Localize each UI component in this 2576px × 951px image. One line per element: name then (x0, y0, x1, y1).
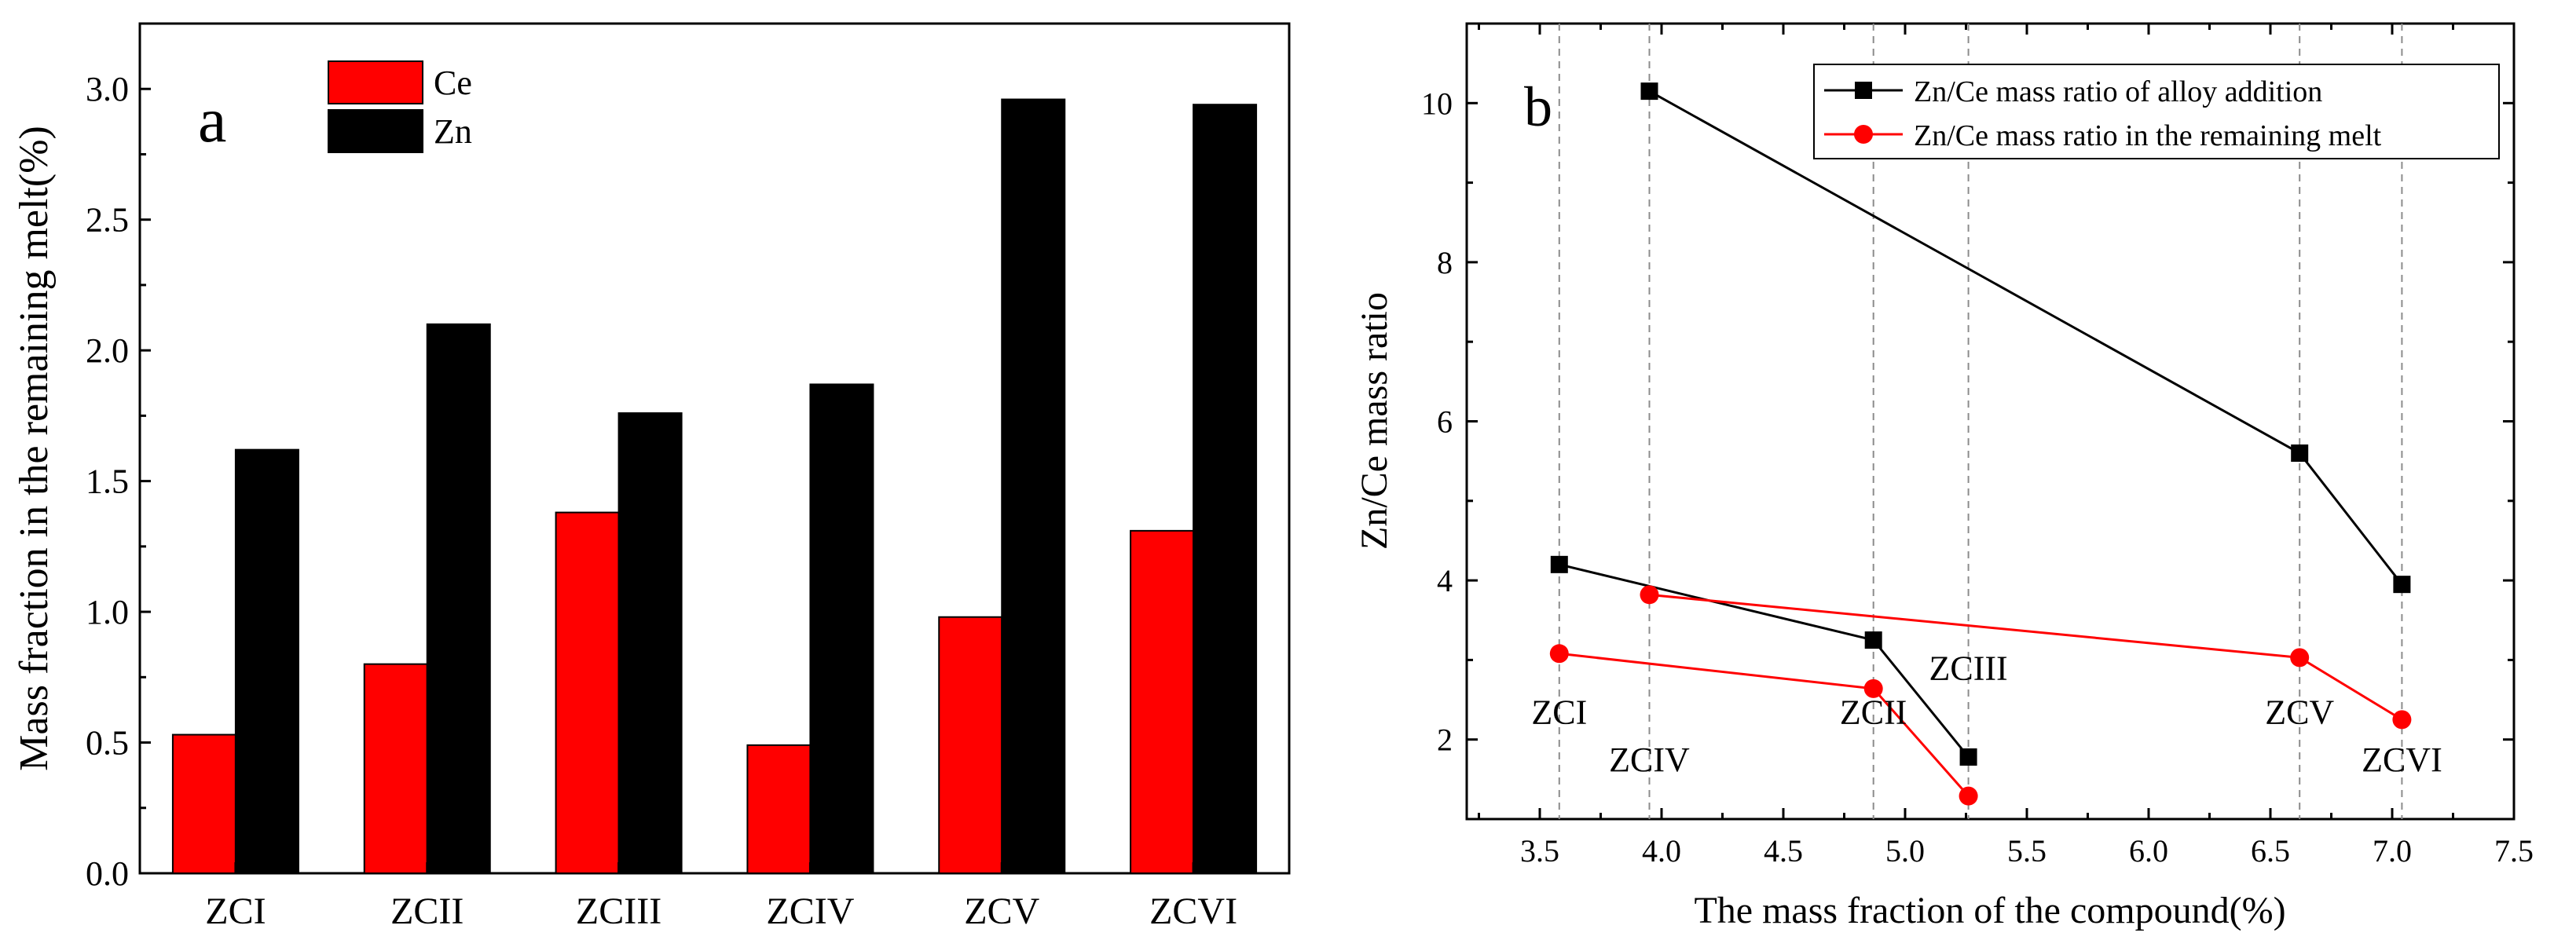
point-label-zcvi: ZCVI (2362, 741, 2442, 779)
x-tick-label-zcii: ZCII (390, 891, 464, 932)
x-tick-label: 4.5 (1764, 833, 1803, 869)
legend-label-ce: Ce (434, 64, 472, 102)
point-label-zciv: ZCIV (1609, 741, 1690, 779)
data-point-square (1550, 555, 1568, 573)
x-tick-label: 6.5 (2251, 833, 2290, 869)
bar-ce-zciv (746, 744, 812, 874)
data-point-circle (2392, 710, 2412, 730)
panel-b-y-axis-label: Zn/Ce mass ratio (1354, 292, 1395, 550)
bar-zn-zciii (617, 412, 683, 874)
y-tick-label: 2.5 (86, 201, 129, 240)
series-line (1648, 90, 2403, 586)
point-label-zcii: ZCII (1840, 693, 1907, 731)
panel-a-y-axis-label: Mass fraction in the remaining melt(%) (12, 126, 57, 771)
panel-a-label: a (198, 84, 226, 155)
panel-b-point-labels: ZCI ZCIV ZCII ZCIII ZCV ZCVI (1531, 649, 2442, 779)
panel-b-x-axis-label: The mass fraction of the compound(%) (1694, 890, 2285, 931)
y-tick-label: 0.0 (86, 854, 129, 893)
panel-b-legend: Zn/Ce mass ratio of alloy addition Zn/Ce … (1813, 64, 2500, 159)
panel-a-legend: Ce Zn (328, 60, 472, 153)
bar-ce-zciii (555, 511, 620, 874)
x-tick-label-zcv: ZCV (964, 891, 1039, 932)
legend-swatch-ce (328, 60, 423, 104)
x-tick-label: 6.0 (2129, 833, 2168, 869)
y-tick-label: 1.0 (86, 593, 129, 631)
data-point-circle (1959, 786, 1978, 806)
bar-zn-zcv (1001, 98, 1066, 875)
panel-a-plot-frame (138, 22, 1291, 875)
panel-a-bars (171, 98, 1258, 875)
x-tick-label-zcvi: ZCVI (1149, 891, 1237, 932)
legend-swatch-zn (328, 109, 423, 153)
bar-ce-zci (171, 733, 236, 875)
data-point-square (2393, 576, 2411, 594)
legend-label-remaining-melt: Zn/Ce mass ratio in the remaining melt (1914, 119, 2382, 152)
series-alloy-addition (1550, 82, 2411, 766)
y-tick-label: 1.5 (86, 463, 129, 501)
bar-zn-zciv (809, 383, 874, 874)
data-point-square (1959, 748, 1977, 766)
y-tick-label: 2 (1437, 722, 1453, 758)
y-tick-label: 0.5 (86, 724, 129, 763)
y-tick-label: 8 (1437, 245, 1453, 280)
bar-zn-zcii (426, 323, 491, 875)
data-point-circle (1549, 644, 1569, 664)
bar-ce-zcii (363, 663, 428, 875)
bar-zn-zci (234, 448, 299, 874)
bar-zn-zcvi (1193, 104, 1258, 874)
x-tick-label-zciii: ZCIII (576, 891, 661, 932)
data-point-circle (1640, 585, 1659, 605)
data-point-square (1640, 82, 1658, 101)
x-tick-label-zciv: ZCIV (766, 891, 854, 932)
legend-marker-circle (1854, 125, 1873, 144)
x-tick-label: 5.5 (2007, 833, 2047, 869)
panel-a-y-ticks: 0.0 0.5 1.0 1.5 2.0 2.5 3.0 (86, 22, 151, 893)
x-tick-label: 5.0 (1885, 833, 1925, 869)
panel-a-bar-chart: 0.00.51.01.52.02.53.0 ZCI ZCII ZCIII ZCIV ZC… (12, 22, 1291, 932)
x-tick-label: 3.5 (1520, 833, 1559, 869)
y-tick-label: 3.0 (86, 70, 129, 108)
point-label-zciii: ZCIII (1929, 649, 2008, 688)
y-tick-label: 6 (1437, 404, 1453, 440)
x-tick-label: 4.0 (1642, 833, 1681, 869)
y-tick-label: 10 (1421, 86, 1453, 121)
bar-ce-zcv (938, 616, 1003, 875)
x-tick-label: 7.0 (2373, 833, 2412, 869)
data-point-square (2291, 444, 2309, 463)
legend-frame (1813, 64, 2500, 159)
y-tick-label: 2.0 (86, 331, 129, 370)
legend-label-zn: Zn (434, 112, 472, 151)
data-point-square (1864, 631, 1882, 649)
panel-b-series (1549, 82, 2412, 806)
x-tick-label: 7.5 (2494, 833, 2534, 869)
point-label-zci: ZCI (1531, 693, 1587, 731)
y-tick-label: 4 (1437, 563, 1453, 598)
series-remaining-melt (1549, 585, 2412, 806)
legend-marker-square (1855, 82, 1872, 99)
panel-b-y-ticks: 2 4 6 8 10 (1421, 22, 2514, 821)
bar-ce-zcvi (1130, 529, 1195, 875)
x-tick-label-zci: ZCI (205, 891, 266, 932)
panel-b-x-ticks: 3.5 4.0 4.5 5.0 5.5 6.0 6.5 7.0 7.5 (1478, 24, 2534, 869)
legend-label-alloy-addition: Zn/Ce mass ratio of alloy addition (1914, 75, 2322, 108)
panel-b-label: b (1524, 75, 1552, 138)
point-label-zcv: ZCV (2265, 693, 2334, 731)
data-point-circle (2290, 648, 2310, 668)
data-point-circle (1863, 679, 1883, 698)
panel-a-x-ticks: ZCI ZCII ZCIII ZCIV ZCV ZCVI (205, 862, 1237, 932)
